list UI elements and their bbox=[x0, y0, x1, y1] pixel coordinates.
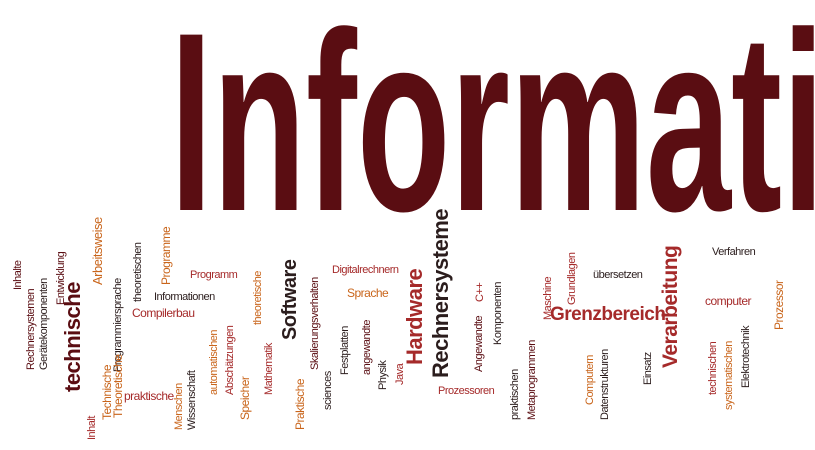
word-verfahren: Verfahren bbox=[712, 246, 756, 258]
word-systematischen: systematischen bbox=[723, 341, 735, 410]
word-technische: technische bbox=[60, 282, 85, 392]
word-grenzbereich: Grenzbereich bbox=[550, 304, 666, 325]
word-theoretische-small: theoretische bbox=[252, 271, 264, 325]
word-prozessor: Prozessor bbox=[772, 280, 786, 330]
word-geraetekomponenten: Gerätekomponenten bbox=[38, 278, 50, 370]
word-inhalt: Inhalt bbox=[86, 416, 98, 440]
word-technischen: technischen bbox=[707, 341, 719, 395]
word-skalierungsverhalten: Skalierungsverhalten bbox=[309, 277, 321, 370]
word-angewandte: angewandte bbox=[361, 320, 373, 375]
word-informationen: Informationen bbox=[154, 291, 215, 303]
word-praktischen: praktischen bbox=[509, 369, 521, 420]
word-programme: Programme bbox=[159, 226, 173, 285]
word-einsatz: Einsatz bbox=[642, 352, 654, 385]
word-grundlagen: Grundlagen bbox=[566, 252, 578, 306]
word-praktische-orange: Praktische bbox=[293, 378, 307, 430]
word-cpp: C++ bbox=[474, 282, 486, 302]
word-uebersetzen: übersetzen bbox=[593, 269, 643, 281]
word-metaprogrammen: Metaprogrammen bbox=[526, 340, 538, 420]
word-java: Java bbox=[394, 363, 406, 385]
word-menschen: Menschen bbox=[173, 383, 185, 430]
word-festplatten: Festplatten bbox=[339, 326, 351, 375]
word-software: Software bbox=[279, 259, 301, 340]
word-abschaetzungen: Abschätzungen bbox=[224, 325, 236, 395]
word-theoretischen: theoretischen bbox=[132, 242, 144, 302]
word-physik: Physik bbox=[377, 360, 389, 390]
word-datenstrukturen: Datenstrukturen bbox=[599, 349, 611, 420]
word-prozessoren: Prozessoren bbox=[438, 385, 495, 397]
word-informatik: Informatik bbox=[170, 0, 815, 265]
word-rechnersysteme: Rechnersysteme bbox=[428, 208, 453, 378]
word-sprache: Sprache bbox=[347, 286, 389, 300]
word-elektrotechnik: Elektrotechnik bbox=[740, 325, 752, 388]
word-verarbeitung: Verarbeitung bbox=[659, 245, 682, 368]
word-hardware: Hardware bbox=[402, 268, 427, 365]
word-inhalte: Inhalte bbox=[12, 260, 24, 290]
word-automatischen: automatischen bbox=[208, 329, 220, 395]
word-computer: computer bbox=[705, 294, 752, 308]
word-programm: Programm bbox=[190, 269, 238, 281]
word-rechnersystemen: Rechnersystemen bbox=[25, 288, 37, 370]
word-komponenten: Komponenten bbox=[492, 282, 504, 345]
word-theoretische: Theoretische bbox=[111, 354, 125, 418]
word-praktische: praktische bbox=[124, 389, 174, 403]
word-speicher: Speicher bbox=[238, 376, 252, 420]
word-digitalrechnern: Digitalrechnern bbox=[332, 264, 399, 276]
word-wissenschaft: Wissenschaft bbox=[186, 370, 198, 430]
word-compilerbau: Compilerbau bbox=[132, 306, 195, 320]
word-sciences: sciences bbox=[322, 371, 334, 410]
word-arbeitsweise: Arbeitsweise bbox=[90, 217, 105, 285]
word-computern: Computern bbox=[584, 355, 596, 405]
word-mathematik: Mathematik bbox=[263, 343, 275, 395]
word-angewandte-red: Angewandte bbox=[473, 315, 485, 372]
